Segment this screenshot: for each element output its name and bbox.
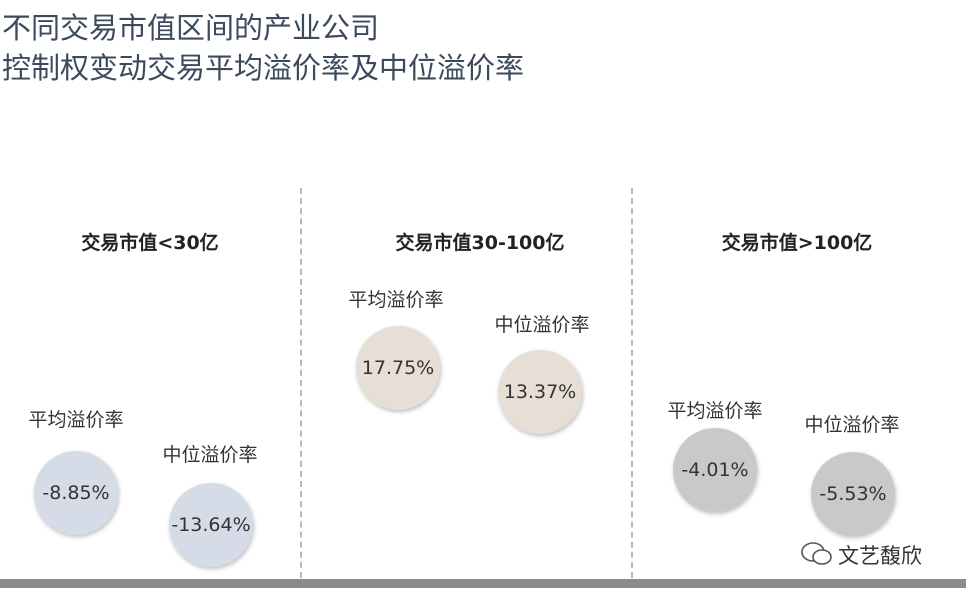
watermark: 文艺馥欣 [838, 544, 922, 568]
panel-heading: 交易市值>100亿 [721, 232, 873, 254]
metric-label: 平均溢价率 [667, 400, 763, 422]
metric-label: 中位溢价率 [804, 414, 900, 436]
metric-value: -5.53% [811, 452, 895, 536]
metric-value: -13.64% [169, 483, 253, 567]
title-line: 控制权变动交易平均溢价率及中位溢价率 [2, 51, 525, 85]
divider [300, 188, 302, 578]
metric-value: -4.01% [673, 428, 757, 512]
bottom-bar [0, 579, 966, 588]
metric-value: 13.37% [498, 350, 582, 434]
wechat-icon [801, 542, 832, 565]
divider [631, 188, 633, 578]
metric-label: 平均溢价率 [348, 289, 444, 311]
metric-label: 平均溢价率 [28, 409, 124, 431]
metric-label: 中位溢价率 [494, 314, 590, 336]
panel-heading: 交易市值30-100亿 [395, 232, 565, 254]
panel-heading: 交易市值<30亿 [81, 232, 219, 254]
metric-label: 中位溢价率 [162, 444, 258, 466]
metric-value: 17.75% [356, 326, 440, 410]
metric-value: -8.85% [34, 451, 118, 535]
title-line: 不同交易市值区间的产业公司 [2, 11, 380, 45]
